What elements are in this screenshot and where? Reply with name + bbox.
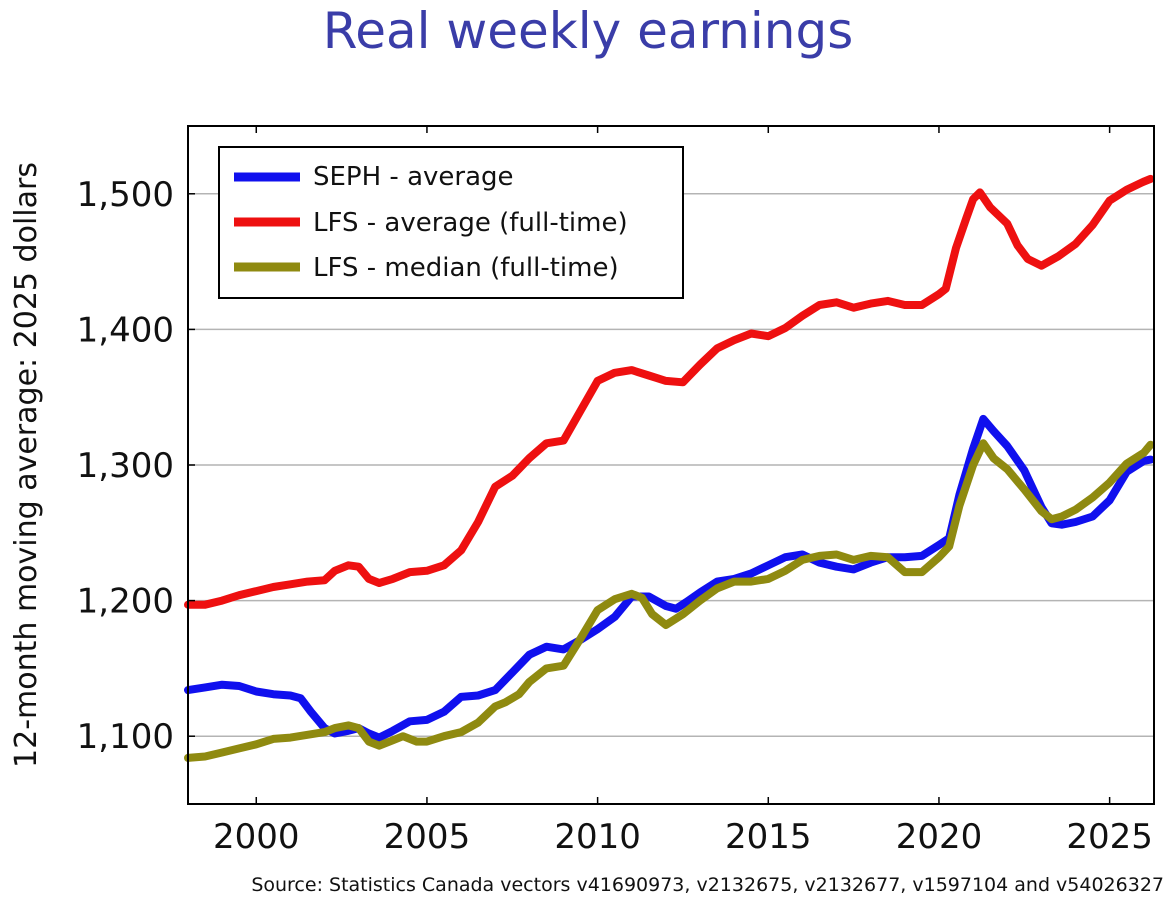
y-tick-label: 1,300 — [77, 446, 174, 486]
grid-lines — [188, 193, 1154, 737]
series-lines — [184, 174, 1155, 762]
y-tick-label: 1,500 — [77, 175, 174, 215]
legend-label-seph-average: SEPH - average — [313, 162, 514, 192]
legend-label-lfs-average: LFS - average (full-time) — [313, 208, 628, 238]
x-tick-label: 2015 — [725, 817, 812, 857]
y-axis: 1,100 1,200 1,300 1,400 1,500 — [77, 175, 195, 757]
series-line-lfs-average-full-time — [184, 174, 1155, 609]
y-tick-label: 1,100 — [77, 717, 174, 757]
x-tick-label: 2020 — [896, 817, 983, 857]
y-axis-label: 12-month moving average: 2025 dollars — [9, 162, 44, 768]
x-tick-label: 2000 — [213, 817, 300, 857]
y-tick-label: 1,200 — [77, 582, 174, 622]
source-note: Source: Statistics Canada vectors v41690… — [251, 874, 1164, 896]
x-tick-label: 2010 — [554, 817, 641, 857]
chart-title: Real weekly earnings — [322, 2, 854, 60]
legend-label-lfs-median: LFS - median (full-time) — [313, 253, 619, 283]
x-tick-label: 2005 — [384, 817, 471, 857]
x-axis: 2000 2005 2010 2015 2020 2025 — [213, 126, 1153, 857]
y-tick-label: 1,400 — [77, 310, 174, 350]
x-tick-label: 2025 — [1066, 817, 1153, 857]
series-line-seph-average — [184, 414, 1155, 742]
legend: SEPH - average LFS - average (full-time)… — [218, 146, 684, 299]
series-line-lfs-median-full-time — [184, 439, 1155, 762]
